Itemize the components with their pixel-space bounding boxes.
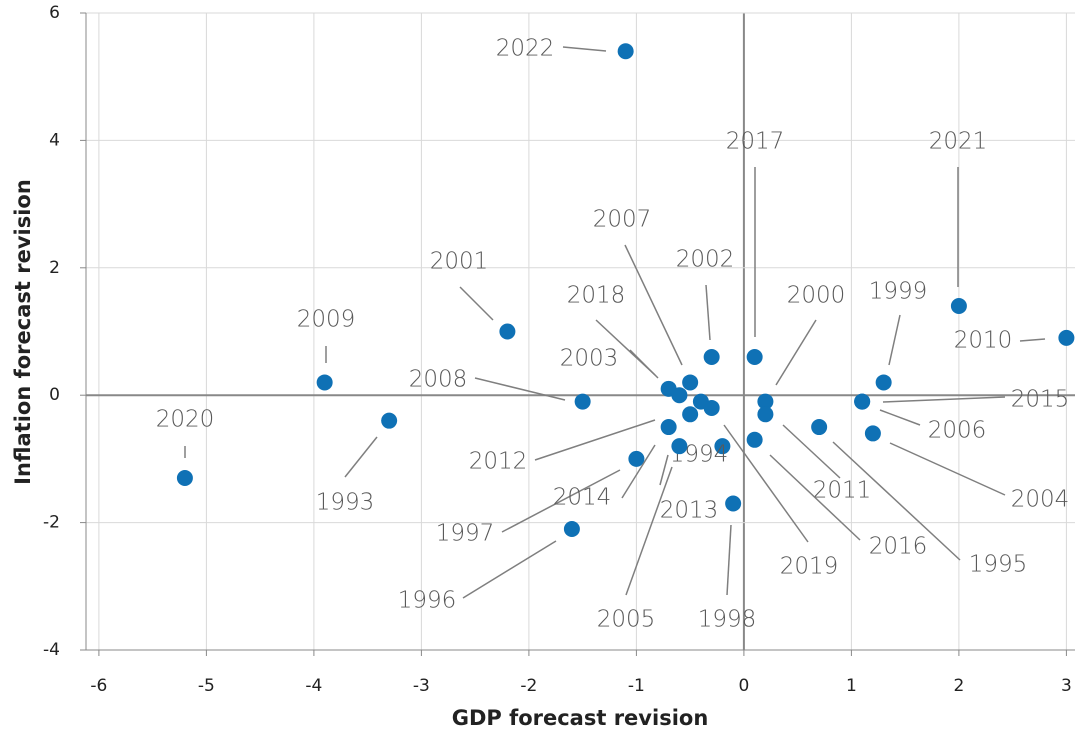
leader-line [889,442,1006,496]
leader-line [459,286,494,321]
point-label: 2008 [409,367,468,393]
leader-line [344,436,378,478]
point-label: 2007 [593,207,652,233]
point-label: 2014 [553,485,612,511]
point [703,348,720,365]
point [628,450,645,467]
leader-line [888,314,901,366]
leader-line [726,524,732,596]
leader-line [1019,338,1046,342]
leader-line [705,284,711,341]
point-label: 2009 [297,307,356,333]
point [703,399,720,416]
point-label: 1998 [698,607,757,633]
point-label: 2018 [567,283,626,309]
leader-line [723,424,809,543]
point [499,323,516,340]
point-label: 1996 [398,588,457,614]
y-tick-label: -2 [43,513,60,533]
point-label: 2016 [869,534,928,560]
point [671,387,688,404]
point [875,374,892,391]
point-label: 2020 [156,407,215,433]
leader-line [775,319,817,386]
point-label: 2022 [496,36,555,62]
point [617,43,634,60]
leader-line [769,454,861,541]
y-tick-label: -4 [43,640,60,660]
point-label: 2000 [787,283,846,309]
x-tick-label: -2 [520,676,537,696]
leader-line [501,469,621,533]
leader-line [624,244,683,366]
point [757,406,774,423]
point-label: 1997 [436,521,495,547]
point-label: 2006 [928,418,987,444]
leader-line [782,424,841,479]
point [714,438,731,455]
leader-line [534,419,656,461]
point-label: 2010 [954,328,1013,354]
point [950,298,967,315]
leader-line [595,319,656,376]
y-tick-label: 2 [49,258,60,278]
x-tick-label: -4 [305,676,322,696]
point-label: 1993 [316,490,375,516]
y-tick-label: 6 [49,3,60,23]
x-tick-label: -3 [413,676,430,696]
point [381,412,398,429]
point-label: 2017 [726,129,785,155]
x-tick-label: -1 [628,676,645,696]
leader-line [621,444,656,499]
point-label: 2021 [929,129,988,155]
point [854,393,871,410]
y-tick-label: 0 [49,385,60,405]
leader-line [882,396,1006,403]
point-label: 2003 [560,346,619,372]
leader-line [659,454,669,486]
point [660,419,677,436]
x-tick-label: 0 [738,676,749,696]
point [811,419,828,436]
point-label: 2012 [469,449,528,475]
point-label: 2011 [813,478,872,504]
x-tick-label: -5 [198,676,215,696]
x-tick-label: 3 [1061,676,1072,696]
point [1058,329,1075,346]
leader-line [832,441,961,561]
point-label: 2019 [780,554,839,580]
point-label: 1995 [969,552,1028,578]
leader-line [625,466,673,596]
x-tick-label: 2 [953,676,964,696]
point [746,348,763,365]
x-tick-label: 1 [846,676,857,696]
leader-line [462,540,557,599]
point [671,438,688,455]
point-label: 2002 [676,247,735,273]
point-label: 2005 [597,607,656,633]
point [864,425,881,442]
leader-line [562,46,607,52]
point [563,520,580,537]
y-tick-label: 4 [49,130,60,150]
point [316,374,333,391]
point [757,393,774,410]
x-axis-title: GDP forecast revision [452,706,709,730]
leader-line [879,409,921,426]
point-label: 2015 [1011,387,1070,413]
point [574,393,591,410]
point-label: 2013 [660,498,719,524]
point [682,406,699,423]
x-tick-label: -6 [90,676,107,696]
point [746,431,763,448]
point-label: 1999 [869,279,928,305]
point [682,374,699,391]
y-axis-title: Inflation forecast revision [11,179,35,485]
point [176,470,193,487]
point [725,495,742,512]
leader-line [474,377,566,401]
point-label: 2004 [1011,487,1070,513]
point-label: 2001 [430,249,489,275]
